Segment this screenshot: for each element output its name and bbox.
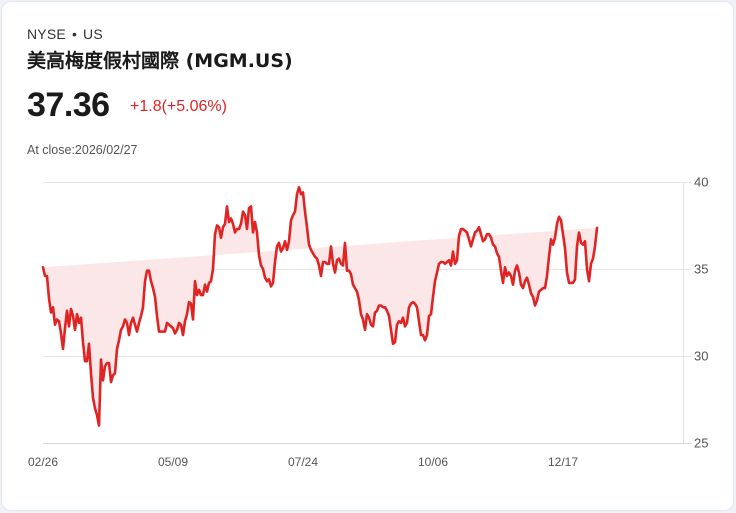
x-tick-label: 10/06	[418, 455, 448, 469]
x-axis-labels: 02/26 05/09 07/24 10/06 12/17	[28, 455, 578, 469]
price-change: +1.8(+5.06%)	[130, 98, 227, 115]
y-tick-label: 40	[694, 175, 708, 190]
x-tick-label: 02/26	[28, 455, 58, 469]
close-timestamp: At close:2026/02/27	[27, 143, 138, 157]
y-tick-label: 25	[694, 436, 708, 451]
y-tick-label: 30	[694, 349, 708, 364]
y-axis-labels: 40 35 30 25	[694, 175, 708, 451]
exchange-line: NYSE • US	[27, 26, 103, 42]
price-line[interactable]	[41, 185, 599, 427]
x-tick-label: 05/09	[158, 455, 188, 469]
x-tick-label: 12/17	[548, 455, 578, 469]
exchange-name: NYSE	[27, 26, 66, 42]
current-price: 37.36	[27, 86, 110, 124]
stock-title: 美高梅度假村國際 (MGM.US)	[27, 50, 293, 72]
separator-dot: •	[71, 26, 78, 42]
y-tick-label: 35	[694, 262, 708, 277]
x-tick-label: 07/24	[288, 455, 318, 469]
price-area-fill	[43, 187, 597, 426]
market-name: US	[83, 26, 103, 42]
